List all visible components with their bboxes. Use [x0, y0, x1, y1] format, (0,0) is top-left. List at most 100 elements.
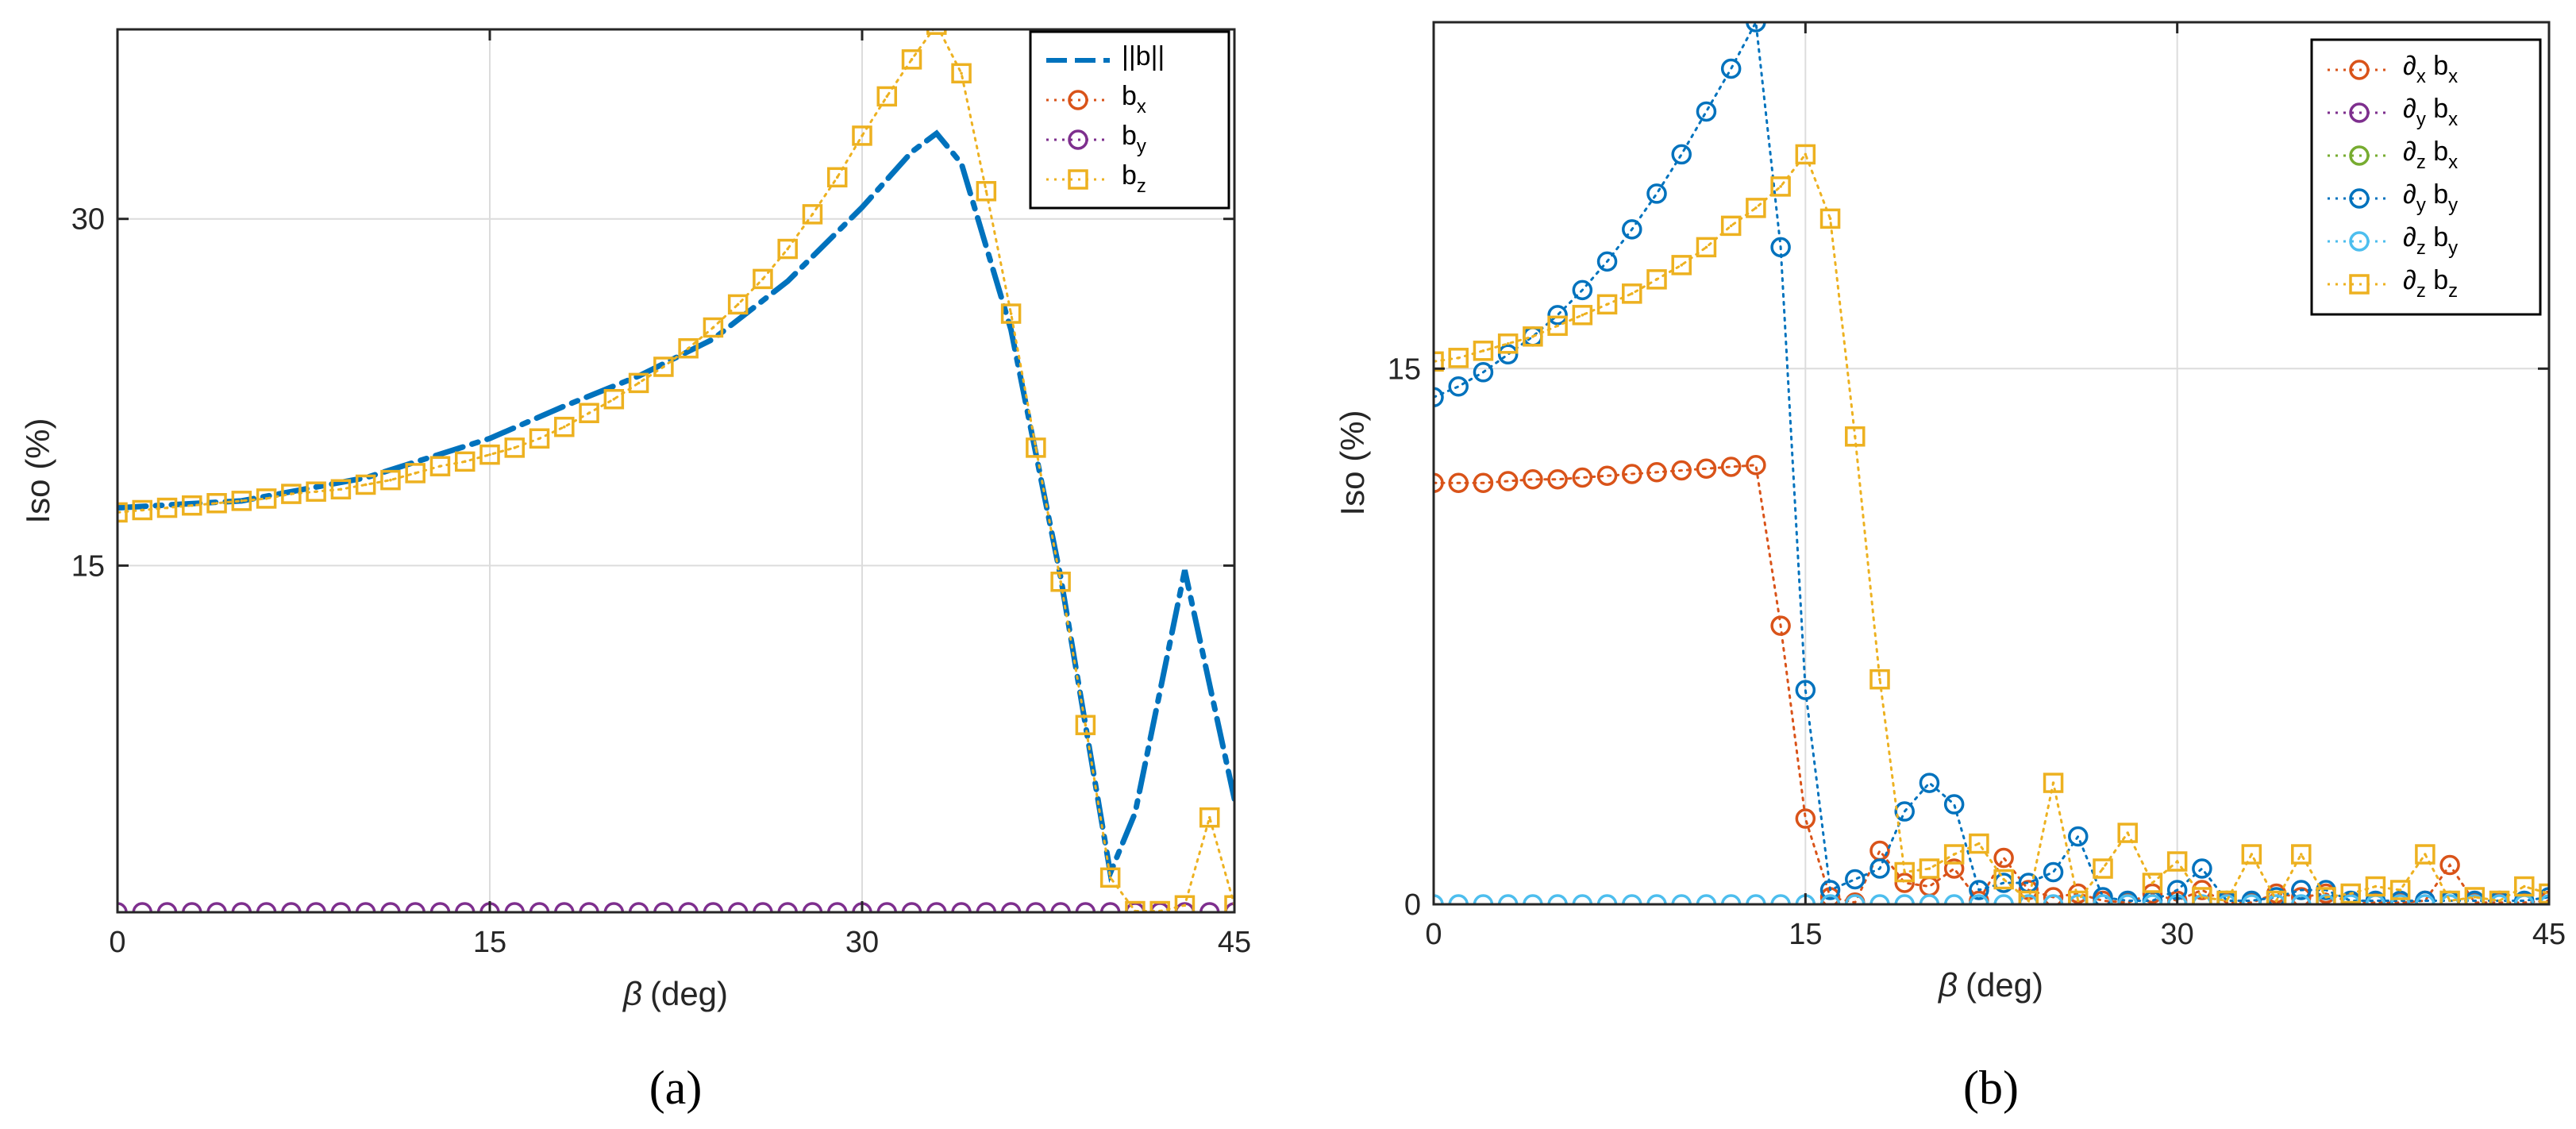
data-point-∂z bz — [2216, 890, 2237, 904]
data-point-∂z by — [2192, 894, 2212, 904]
data-point-∂z by — [2241, 894, 2262, 904]
data-point-center-∂z bz — [1481, 349, 1485, 353]
data-point-center-∂z bz — [1457, 356, 1461, 360]
data-point-∂y by — [1845, 869, 1866, 890]
data-point-∂z bz — [1746, 198, 1766, 218]
data-point-center-bz — [910, 58, 914, 61]
data-point-center-∂z bz — [2398, 888, 2402, 892]
data-point-center-bz — [786, 247, 789, 251]
data-point-center-∂z bz — [1952, 853, 1956, 856]
data-point-center-bz — [811, 213, 814, 216]
data-point-∂z by — [1746, 894, 1766, 904]
data-point-by — [529, 902, 550, 912]
data-point-∂z bz — [1969, 833, 1989, 854]
data-point-by — [281, 902, 302, 912]
data-point-by — [678, 902, 699, 912]
data-point-bz — [926, 29, 947, 35]
legend-subscript: z — [2416, 280, 2426, 302]
data-point-center-bz — [240, 499, 244, 503]
data-point-by — [156, 902, 178, 912]
data-point-by — [1050, 902, 1071, 912]
legend-marker — [2349, 274, 2370, 295]
data-point-bz — [529, 428, 550, 449]
data-point-∂y by — [1943, 794, 1965, 815]
data-point-∂x bx — [2291, 887, 2312, 904]
data-point-∂z by — [2266, 894, 2287, 904]
data-point-bz — [777, 238, 798, 260]
y-tick-label: 30 — [71, 203, 105, 237]
data-point-∂y by — [1596, 251, 1618, 272]
data-point-bz — [504, 437, 526, 458]
data-point-center-∂z bz — [1531, 335, 1534, 338]
data-point-center-∂z bz — [2522, 884, 2526, 888]
data-point-∂z by — [1993, 894, 2014, 904]
data-point-∂z by — [1547, 894, 1568, 904]
data-point-center-∂z bz — [2448, 899, 2451, 903]
data-point-center-∂z bz — [2175, 860, 2179, 863]
data-point-∂z bz — [2291, 844, 2312, 865]
series-line-||b|| — [117, 129, 1234, 884]
data-point-∂z bz — [1622, 283, 1642, 304]
data-point-center-bz — [1059, 580, 1062, 584]
data-point-by — [826, 902, 848, 912]
data-point-bz — [132, 499, 153, 521]
data-point-center-bz — [637, 381, 641, 385]
data-point-by — [355, 902, 376, 912]
data-point-bz — [429, 456, 451, 476]
data-point-∂x bx — [1572, 467, 1593, 488]
data-point-center-∂z bz — [2324, 896, 2328, 899]
data-point-bz — [628, 372, 649, 394]
data-point-center-∂z bz — [1630, 292, 1634, 295]
data-point-bz — [603, 389, 625, 410]
data-point-∂y by — [2068, 826, 2089, 847]
data-point-center-∂z bz — [1680, 264, 1684, 267]
data-point-∂z by — [1969, 894, 1989, 904]
legend-item-∂y by: ∂y by — [2328, 179, 2458, 216]
data-point-center-∂z bz — [2374, 884, 2378, 888]
data-point-∂z by — [1720, 894, 1742, 904]
data-point-by — [802, 902, 823, 912]
data-point-∂y by — [1969, 880, 1989, 900]
legend-item-∂z by: ∂z by — [2328, 222, 2458, 259]
data-point-center-∂z bz — [2424, 853, 2427, 856]
data-point-∂y by — [1646, 183, 1667, 204]
data-point-∂z by — [2043, 894, 2064, 904]
data-point-bz — [206, 493, 227, 514]
data-point-center-∂z bz — [1754, 206, 1758, 210]
data-point-center-bz — [711, 326, 715, 329]
data-point-∂x bx — [1696, 458, 1717, 479]
data-point-∂z bz — [1720, 215, 1742, 237]
data-point-by — [405, 902, 425, 912]
data-point-bz — [678, 337, 699, 359]
data-point-by — [306, 902, 326, 912]
x-tick-label: 30 — [845, 926, 879, 959]
data-point-center-∂z bz — [2051, 781, 2055, 784]
data-point-center-bz — [1034, 446, 1038, 449]
data-point-∂y by — [1819, 880, 1841, 900]
data-point-∂y by — [1434, 387, 1444, 408]
data-point-∂z bz — [1696, 237, 1717, 258]
data-point-center-bz — [885, 94, 889, 98]
legend-subscript: x — [2448, 66, 2458, 87]
legend-text: b — [2426, 179, 2448, 210]
data-point-bz — [1000, 303, 1022, 324]
series-line-∂z bz — [1434, 152, 2549, 904]
data-point-center-∂z bz — [2274, 899, 2278, 903]
data-point-∂z bz — [2415, 844, 2435, 865]
data-point-bz — [355, 474, 376, 495]
data-point-∂z bz — [2018, 890, 2039, 904]
data-point-∂x bx — [2142, 883, 2163, 904]
data-point-∂z by — [2415, 894, 2435, 904]
legend-item-∂x bx: ∂x bx — [2328, 51, 2458, 87]
tick-labels-a: 0 15 30 45 15 30 — [71, 29, 1251, 959]
data-point-center-bz — [488, 453, 491, 457]
legend-marker — [1068, 129, 1088, 150]
data-point-center-bz — [165, 506, 169, 510]
data-point-center-∂z bz — [1779, 185, 1782, 188]
data-point-bz — [231, 491, 252, 511]
data-point-center-bz — [264, 497, 268, 500]
data-point-∂z by — [1572, 894, 1593, 904]
legend-marker — [1068, 90, 1088, 110]
data-point-∂x bx — [1596, 465, 1618, 486]
legend-item-∂z bz: ∂z bz — [2328, 265, 2458, 302]
